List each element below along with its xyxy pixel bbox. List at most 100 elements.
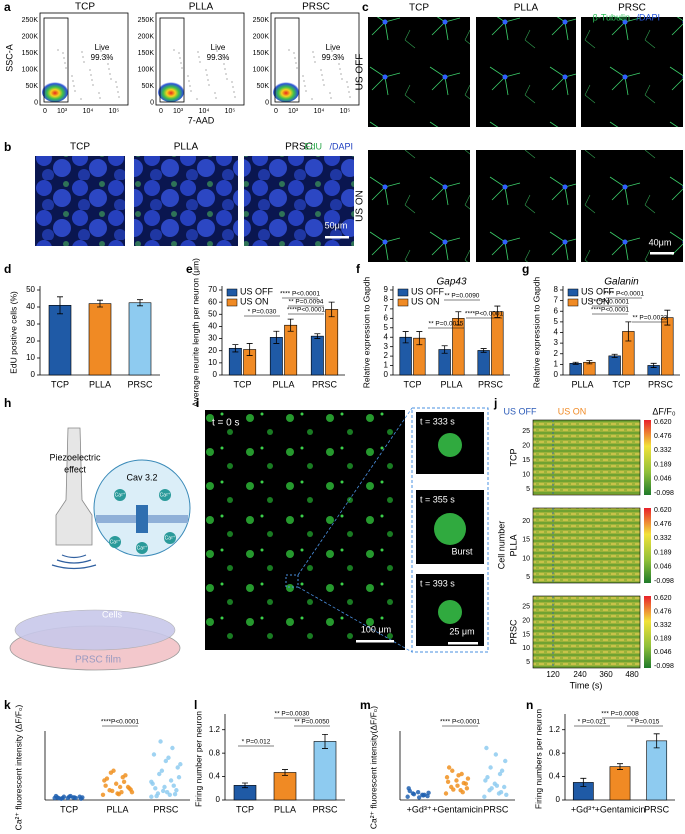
flow-event xyxy=(294,57,296,59)
error-bar xyxy=(328,301,335,318)
row-label: US ON xyxy=(355,190,366,222)
error-bar xyxy=(246,343,253,356)
data-point xyxy=(154,793,159,799)
heatmap-y-tick-label: 10 xyxy=(522,645,530,652)
y-tick-label: 8 xyxy=(384,295,389,304)
data-point xyxy=(460,790,465,795)
error-bar xyxy=(664,309,671,326)
time-label: t = 393 s xyxy=(420,578,455,588)
legend-swatch xyxy=(567,298,579,307)
flow-event xyxy=(341,78,343,80)
colorbar-tick-label: 0.620 xyxy=(654,507,672,514)
significance-label: *** P=0.0008 xyxy=(601,711,639,718)
wave xyxy=(56,559,92,564)
y-tick-label: 0 xyxy=(216,795,221,804)
flow-event xyxy=(305,90,307,92)
heatmap-y-tick-label: 25 xyxy=(522,428,530,435)
data-point xyxy=(485,775,490,780)
colorbar-tick-label: 0.189 xyxy=(654,636,672,643)
panel-label: c xyxy=(362,0,369,14)
significance-label: * P=0.021 xyxy=(578,719,607,726)
flow-x-tick-label: 10⁴ xyxy=(83,108,94,115)
y-tick-label: 1.2 xyxy=(549,725,561,734)
colorbar-tick-label: 0.332 xyxy=(654,535,672,542)
flow-x-tick-label: 0 xyxy=(274,108,278,115)
significance-label: ****P<0.0001 xyxy=(101,719,140,726)
x-tick-label: PLLA xyxy=(440,379,462,389)
significance-label: ** P=0.0015 xyxy=(429,321,464,328)
error-bar xyxy=(572,361,579,365)
flow-event xyxy=(73,85,75,87)
error-bar xyxy=(650,362,657,368)
ion xyxy=(159,489,171,501)
flow-event xyxy=(115,81,117,83)
y-tick-label: 10 xyxy=(26,353,35,362)
flow-event xyxy=(222,58,224,60)
panel-label: h xyxy=(4,396,11,410)
colorbar-tick-label: 0.189 xyxy=(654,461,672,468)
flow-event xyxy=(226,78,228,80)
flow-x-tick-label: 10⁵ xyxy=(340,108,351,115)
bar xyxy=(569,363,582,376)
error-bar xyxy=(617,763,623,770)
x-tick-label: PLLA xyxy=(272,379,294,389)
flow-event xyxy=(322,79,324,81)
flow-event xyxy=(57,49,59,51)
significance-label: ** P=0.0050 xyxy=(295,719,330,726)
data-point xyxy=(443,791,449,796)
data-point xyxy=(56,795,61,801)
data-point xyxy=(494,783,500,788)
ion-label: Ca²⁺ xyxy=(110,539,121,545)
data-point xyxy=(110,788,115,794)
data-point xyxy=(170,745,175,751)
wave xyxy=(61,554,87,559)
scale-bar xyxy=(356,640,394,643)
flow-y-tick-label: 250K xyxy=(138,17,155,24)
flow-y-tick-label: 100K xyxy=(22,66,39,73)
flow-event xyxy=(234,96,236,98)
bar xyxy=(48,304,72,376)
colorbar xyxy=(644,420,651,495)
flow-event xyxy=(214,92,216,94)
significance-label: ** P=0.0094 xyxy=(289,299,324,306)
panel-label: g xyxy=(522,262,529,276)
data-point xyxy=(153,786,158,791)
colorbar-tick-label: 0.046 xyxy=(654,649,672,656)
flow-event xyxy=(331,50,333,52)
panel-label: j xyxy=(493,396,497,410)
flow-density xyxy=(42,82,68,102)
flow-event xyxy=(215,97,217,99)
y-tick-label: 0.4 xyxy=(209,772,221,781)
flow-event xyxy=(340,73,342,75)
flow-event xyxy=(196,98,198,100)
channel xyxy=(136,505,148,533)
flow-event xyxy=(296,67,298,69)
significance-label: **** P<0.0001 xyxy=(440,719,480,726)
flow-event xyxy=(198,56,200,58)
flow-y-tick-label: 200K xyxy=(138,33,155,40)
flow-x-tick-label: 10³ xyxy=(173,108,184,115)
group-label: PRSC xyxy=(508,619,518,645)
gate-value: 99.3% xyxy=(207,53,230,62)
flow-event xyxy=(348,91,350,93)
flow-event xyxy=(74,90,76,92)
flow-event xyxy=(118,96,120,98)
flow-event xyxy=(173,49,175,51)
heatmap-y-tick-label: 25 xyxy=(522,604,530,611)
data-point xyxy=(162,784,167,790)
x-tick-label: PLLA xyxy=(274,804,296,814)
annotation: Burst xyxy=(451,546,473,556)
flow-event xyxy=(295,62,297,64)
zoom-line xyxy=(297,586,413,653)
data-point xyxy=(129,790,135,795)
flow-y-tick-label: 200K xyxy=(22,33,39,40)
legend-swatch xyxy=(567,288,579,297)
x-tick-label: TCP xyxy=(236,804,254,814)
data-point xyxy=(411,791,417,797)
x-tick-label: +Gentamicin xyxy=(432,804,483,814)
image-title: PLLA xyxy=(514,3,539,14)
error-bar xyxy=(441,345,448,354)
flow-event xyxy=(117,91,119,93)
time-label: t = 355 s xyxy=(420,494,455,504)
group-label: TCP xyxy=(508,449,518,467)
